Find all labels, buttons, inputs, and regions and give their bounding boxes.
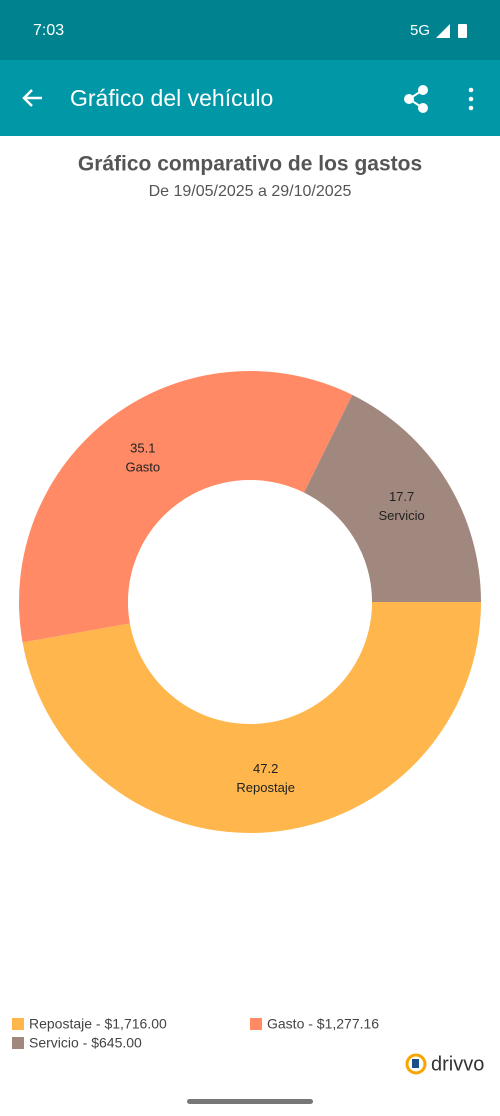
signal-icon	[436, 24, 450, 38]
menu-button[interactable]	[468, 87, 474, 111]
slice-value: 35.1	[130, 441, 155, 456]
legend-label: Repostaje - $1,716.00	[29, 1016, 167, 1032]
chart-title: Gráfico comparativo de los gastos	[78, 153, 422, 176]
network: 5G	[410, 22, 430, 39]
donut-slice	[304, 394, 481, 602]
legend-label: Servicio - $645.00	[29, 1035, 142, 1051]
slice-label: Repostaje	[236, 780, 295, 795]
slice-value: 47.2	[253, 761, 278, 776]
legend-label: Gasto - $1,277.16	[267, 1016, 379, 1032]
donut-slice	[18, 371, 353, 643]
app-title: Gráfico del vehículo	[70, 85, 273, 111]
battery-icon	[458, 24, 467, 38]
legend-swatch	[250, 1018, 262, 1030]
app-bar	[0, 60, 500, 136]
status-bar	[0, 0, 500, 60]
back-button[interactable]	[22, 89, 42, 107]
nav-handle	[187, 1099, 313, 1104]
chart-subtitle: De 19/05/2025 a 29/10/2025	[149, 183, 352, 200]
hole	[140, 492, 360, 712]
slice-label: Gasto	[125, 460, 160, 475]
brand-logo: drivvo	[405, 1053, 484, 1075]
share-button[interactable]	[404, 85, 428, 113]
slice-label: Servicio	[378, 508, 424, 523]
time: 7:03	[33, 22, 64, 39]
slice-value: 17.7	[389, 489, 414, 504]
brand-name: drivvo	[431, 1053, 484, 1075]
legend-swatch	[12, 1037, 24, 1049]
donut-slice	[22, 602, 481, 833]
legend-swatch	[12, 1018, 24, 1030]
